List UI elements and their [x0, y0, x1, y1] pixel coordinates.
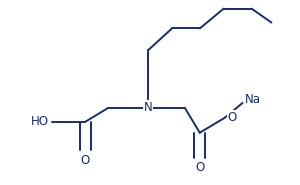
Text: N: N	[144, 101, 152, 114]
Text: O: O	[81, 154, 90, 166]
Text: Na: Na	[244, 93, 261, 106]
Text: HO: HO	[31, 115, 49, 128]
Text: O: O	[195, 162, 204, 174]
Text: O: O	[228, 111, 237, 124]
